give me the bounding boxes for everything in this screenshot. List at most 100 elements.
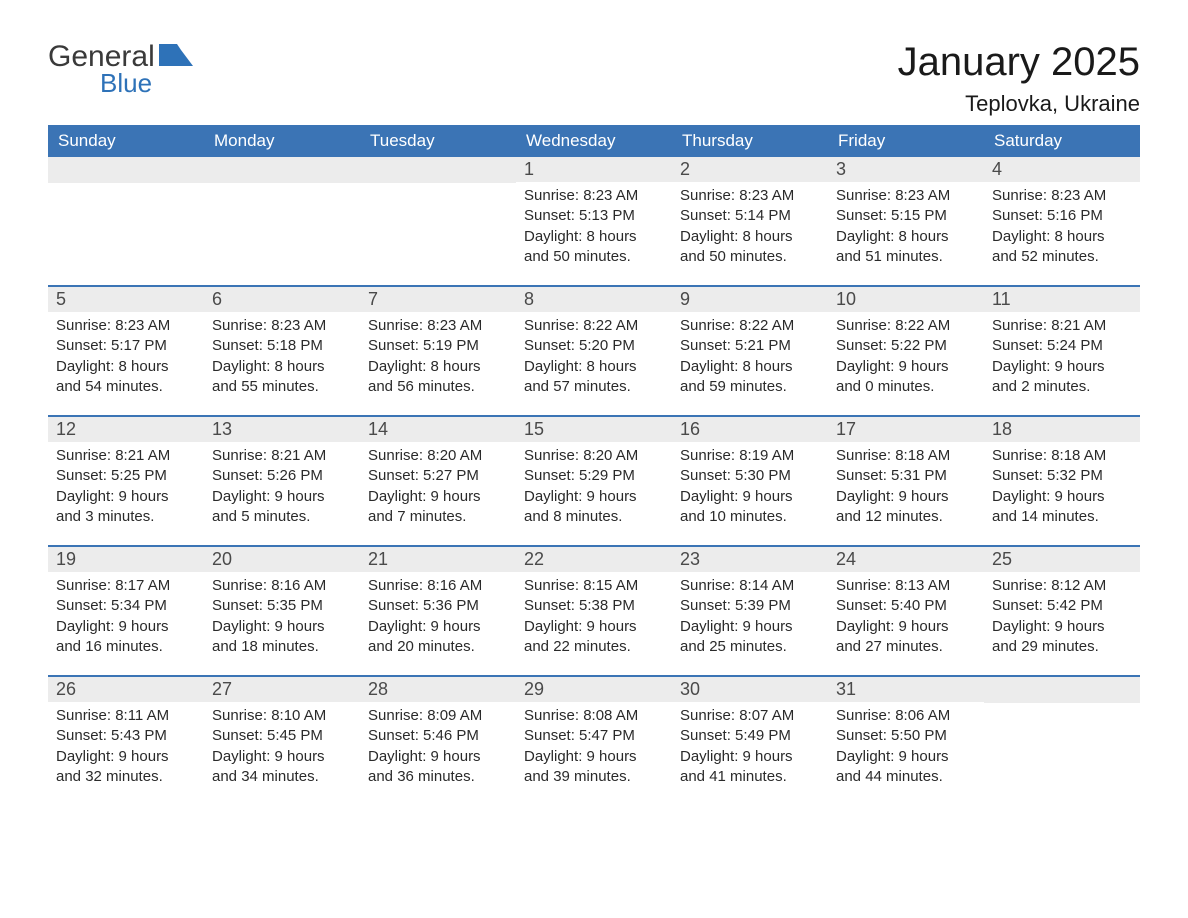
sunset-line: Sunset: 5:39 PM xyxy=(680,596,820,616)
day-number: 15 xyxy=(516,417,672,442)
day-content: Sunrise: 8:11 AMSunset: 5:43 PMDaylight:… xyxy=(48,702,204,797)
daylight-line-2: and 54 minutes. xyxy=(56,377,196,397)
sunset-line: Sunset: 5:40 PM xyxy=(836,596,976,616)
day-content: Sunrise: 8:10 AMSunset: 5:45 PMDaylight:… xyxy=(204,702,360,797)
week-row: 19Sunrise: 8:17 AMSunset: 5:34 PMDayligh… xyxy=(48,545,1140,675)
day-cell xyxy=(204,157,360,285)
day-content: Sunrise: 8:21 AMSunset: 5:26 PMDaylight:… xyxy=(204,442,360,537)
daylight-line-1: Daylight: 8 hours xyxy=(368,357,508,377)
day-cell: 5Sunrise: 8:23 AMSunset: 5:17 PMDaylight… xyxy=(48,287,204,415)
day-cell: 10Sunrise: 8:22 AMSunset: 5:22 PMDayligh… xyxy=(828,287,984,415)
day-content: Sunrise: 8:20 AMSunset: 5:29 PMDaylight:… xyxy=(516,442,672,537)
daylight-line-2: and 12 minutes. xyxy=(836,507,976,527)
day-number: 4 xyxy=(984,157,1140,182)
day-content: Sunrise: 8:18 AMSunset: 5:31 PMDaylight:… xyxy=(828,442,984,537)
day-content: Sunrise: 8:20 AMSunset: 5:27 PMDaylight:… xyxy=(360,442,516,537)
daylight-line-1: Daylight: 9 hours xyxy=(212,487,352,507)
header: General Blue January 2025 Teplovka, Ukra… xyxy=(48,40,1140,117)
daylight-line-2: and 16 minutes. xyxy=(56,637,196,657)
weekday-header: Monday xyxy=(204,125,360,157)
day-content: Sunrise: 8:23 AMSunset: 5:14 PMDaylight:… xyxy=(672,182,828,277)
day-number: 11 xyxy=(984,287,1140,312)
daylight-line-1: Daylight: 9 hours xyxy=(992,617,1132,637)
daylight-line-1: Daylight: 8 hours xyxy=(992,227,1132,247)
sunrise-line: Sunrise: 8:23 AM xyxy=(992,186,1132,206)
weekday-header: Wednesday xyxy=(516,125,672,157)
day-number: 23 xyxy=(672,547,828,572)
sunset-line: Sunset: 5:50 PM xyxy=(836,726,976,746)
daylight-line-1: Daylight: 9 hours xyxy=(368,617,508,637)
daylight-line-2: and 22 minutes. xyxy=(524,637,664,657)
sunset-line: Sunset: 5:35 PM xyxy=(212,596,352,616)
weekday-header: Saturday xyxy=(984,125,1140,157)
day-content: Sunrise: 8:15 AMSunset: 5:38 PMDaylight:… xyxy=(516,572,672,667)
sunset-line: Sunset: 5:18 PM xyxy=(212,336,352,356)
sunset-line: Sunset: 5:43 PM xyxy=(56,726,196,746)
daylight-line-1: Daylight: 9 hours xyxy=(680,617,820,637)
day-content: Sunrise: 8:23 AMSunset: 5:19 PMDaylight:… xyxy=(360,312,516,407)
day-number: 16 xyxy=(672,417,828,442)
daylight-line-2: and 8 minutes. xyxy=(524,507,664,527)
weekday-header-row: SundayMondayTuesdayWednesdayThursdayFrid… xyxy=(48,125,1140,157)
sunset-line: Sunset: 5:14 PM xyxy=(680,206,820,226)
sunrise-line: Sunrise: 8:23 AM xyxy=(680,186,820,206)
daylight-line-1: Daylight: 9 hours xyxy=(56,617,196,637)
day-number: 13 xyxy=(204,417,360,442)
sunrise-line: Sunrise: 8:23 AM xyxy=(524,186,664,206)
sunset-line: Sunset: 5:16 PM xyxy=(992,206,1132,226)
day-content: Sunrise: 8:18 AMSunset: 5:32 PMDaylight:… xyxy=(984,442,1140,537)
sunrise-line: Sunrise: 8:17 AM xyxy=(56,576,196,596)
logo: General Blue xyxy=(48,40,193,99)
empty-day-band xyxy=(984,677,1140,703)
day-cell: 19Sunrise: 8:17 AMSunset: 5:34 PMDayligh… xyxy=(48,547,204,675)
daylight-line-1: Daylight: 9 hours xyxy=(368,747,508,767)
sunrise-line: Sunrise: 8:23 AM xyxy=(368,316,508,336)
daylight-line-1: Daylight: 9 hours xyxy=(836,747,976,767)
daylight-line-1: Daylight: 9 hours xyxy=(56,487,196,507)
sunset-line: Sunset: 5:32 PM xyxy=(992,466,1132,486)
daylight-line-1: Daylight: 8 hours xyxy=(524,357,664,377)
sunset-line: Sunset: 5:36 PM xyxy=(368,596,508,616)
daylight-line-1: Daylight: 9 hours xyxy=(836,487,976,507)
day-content: Sunrise: 8:14 AMSunset: 5:39 PMDaylight:… xyxy=(672,572,828,667)
sunset-line: Sunset: 5:25 PM xyxy=(56,466,196,486)
daylight-line-2: and 29 minutes. xyxy=(992,637,1132,657)
day-cell: 25Sunrise: 8:12 AMSunset: 5:42 PMDayligh… xyxy=(984,547,1140,675)
sunset-line: Sunset: 5:49 PM xyxy=(680,726,820,746)
daylight-line-2: and 14 minutes. xyxy=(992,507,1132,527)
sunset-line: Sunset: 5:34 PM xyxy=(56,596,196,616)
day-cell: 4 Sunrise: 8:23 AMSunset: 5:16 PMDaylight… xyxy=(984,157,1140,285)
day-content: Sunrise: 8:07 AMSunset: 5:49 PMDaylight:… xyxy=(672,702,828,797)
daylight-line-2: and 2 minutes. xyxy=(992,377,1132,397)
day-content: Sunrise: 8:19 AMSunset: 5:30 PMDaylight:… xyxy=(672,442,828,537)
empty-day-band xyxy=(204,157,360,183)
day-cell: 8Sunrise: 8:22 AMSunset: 5:20 PMDaylight… xyxy=(516,287,672,415)
day-content: Sunrise: 8:22 AMSunset: 5:22 PMDaylight:… xyxy=(828,312,984,407)
sunset-line: Sunset: 5:15 PM xyxy=(836,206,976,226)
daylight-line-1: Daylight: 8 hours xyxy=(56,357,196,377)
week-row: 12Sunrise: 8:21 AMSunset: 5:25 PMDayligh… xyxy=(48,415,1140,545)
day-content: Sunrise: 8:22 AMSunset: 5:21 PMDaylight:… xyxy=(672,312,828,407)
daylight-line-2: and 50 minutes. xyxy=(524,247,664,267)
daylight-line-2: and 59 minutes. xyxy=(680,377,820,397)
sunset-line: Sunset: 5:30 PM xyxy=(680,466,820,486)
day-number: 29 xyxy=(516,677,672,702)
day-content: Sunrise: 8:13 AMSunset: 5:40 PMDaylight:… xyxy=(828,572,984,667)
daylight-line-2: and 41 minutes. xyxy=(680,767,820,787)
sunrise-line: Sunrise: 8:09 AM xyxy=(368,706,508,726)
daylight-line-2: and 51 minutes. xyxy=(836,247,976,267)
sunrise-line: Sunrise: 8:18 AM xyxy=(992,446,1132,466)
day-cell: 14Sunrise: 8:20 AMSunset: 5:27 PMDayligh… xyxy=(360,417,516,545)
daylight-line-1: Daylight: 9 hours xyxy=(680,747,820,767)
sunrise-line: Sunrise: 8:16 AM xyxy=(212,576,352,596)
day-number: 25 xyxy=(984,547,1140,572)
day-cell: 6Sunrise: 8:23 AMSunset: 5:18 PMDaylight… xyxy=(204,287,360,415)
day-cell xyxy=(984,677,1140,805)
day-cell: 31Sunrise: 8:06 AMSunset: 5:50 PMDayligh… xyxy=(828,677,984,805)
daylight-line-1: Daylight: 8 hours xyxy=(212,357,352,377)
daylight-line-1: Daylight: 9 hours xyxy=(992,357,1132,377)
day-number: 30 xyxy=(672,677,828,702)
day-number: 3 xyxy=(828,157,984,182)
sunrise-line: Sunrise: 8:16 AM xyxy=(368,576,508,596)
daylight-line-1: Daylight: 9 hours xyxy=(524,617,664,637)
